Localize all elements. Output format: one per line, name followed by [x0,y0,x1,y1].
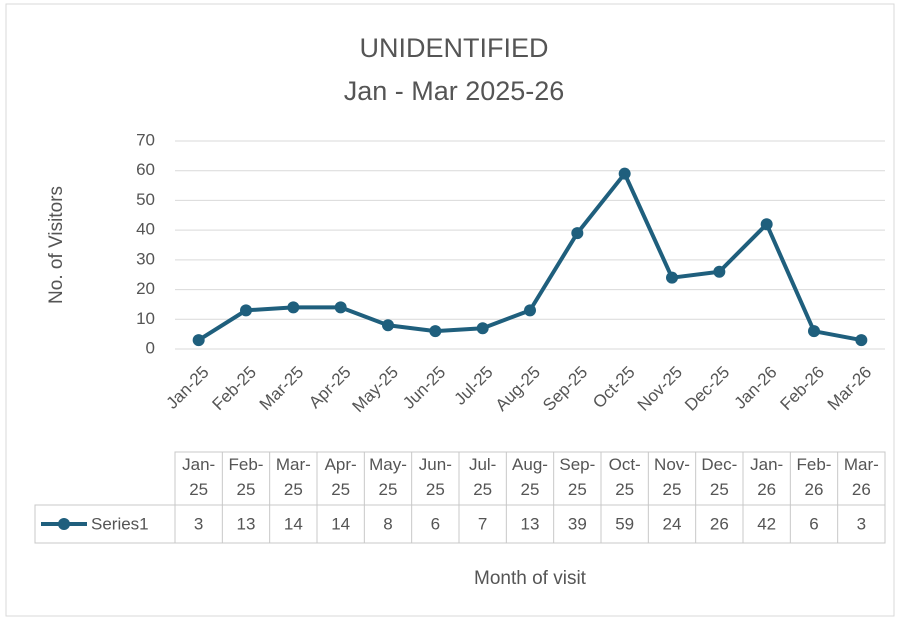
table-value: 14 [284,514,303,533]
table-header: Jun-25 [419,455,452,499]
table-value: 3 [194,514,203,533]
data-point [571,227,584,240]
table-header: Dec-25 [701,455,737,499]
table-header: Mar-25 [276,455,311,499]
table-header: Aug-25 [512,455,548,499]
y-tick-label: 0 [146,338,155,357]
data-point [666,271,678,284]
y-tick-label: 20 [136,279,155,298]
table-value: 59 [615,514,634,533]
table-value: 8 [383,514,392,533]
table-header: May-25 [369,455,407,499]
table-value: 24 [663,514,682,533]
table-value: 6 [809,514,818,533]
table-value: 13 [237,514,256,533]
table-value: 6 [431,514,440,533]
table-value: 26 [710,514,729,533]
data-point [382,319,394,332]
chart-subtitle: Jan - Mar 2025-26 [344,76,565,106]
table-value: 14 [331,514,350,533]
y-tick-label: 60 [136,160,155,179]
legend-label: Series1 [91,514,149,533]
data-point [618,167,631,180]
y-axis-label: No. of Visitors [46,186,67,304]
table-header: Mar-26 [844,455,879,499]
table-header: Jan-25 [182,455,215,499]
table-header: Sep-25 [559,455,595,499]
data-point [476,322,489,335]
table-value: 7 [478,514,487,533]
y-tick-label: 10 [136,309,155,328]
y-tick-label: 50 [136,190,155,209]
table-header: Apr-25 [325,455,357,499]
data-point [192,334,205,347]
data-point [713,265,726,278]
data-point [287,301,300,314]
y-tick-label: 70 [136,130,155,149]
y-tick-label: 40 [136,220,155,239]
chart-border [5,3,895,617]
table-header: Jan-26 [750,455,783,499]
table-header: Jul-25 [469,455,496,499]
table-header: Feb-26 [797,455,832,499]
table-value: 13 [521,514,540,533]
table-value: 3 [857,514,866,533]
table-value: 42 [757,514,776,533]
table-header: Feb-25 [229,455,264,499]
data-point [429,325,442,338]
data-point [760,218,773,231]
y-tick-label: 30 [136,249,155,268]
table-row [34,504,886,544]
table-header: Nov-25 [654,455,690,499]
data-point [808,325,820,338]
data-point [334,301,347,314]
data-point [855,334,868,347]
chart-title: UNIDENTIFIED [360,33,549,63]
x-axis-label: Month of visit [474,568,587,589]
table-header: Oct-25 [609,455,641,499]
data-point [240,304,252,317]
data-point [524,304,536,317]
legend-marker [58,518,70,530]
table-value: 39 [568,514,587,533]
